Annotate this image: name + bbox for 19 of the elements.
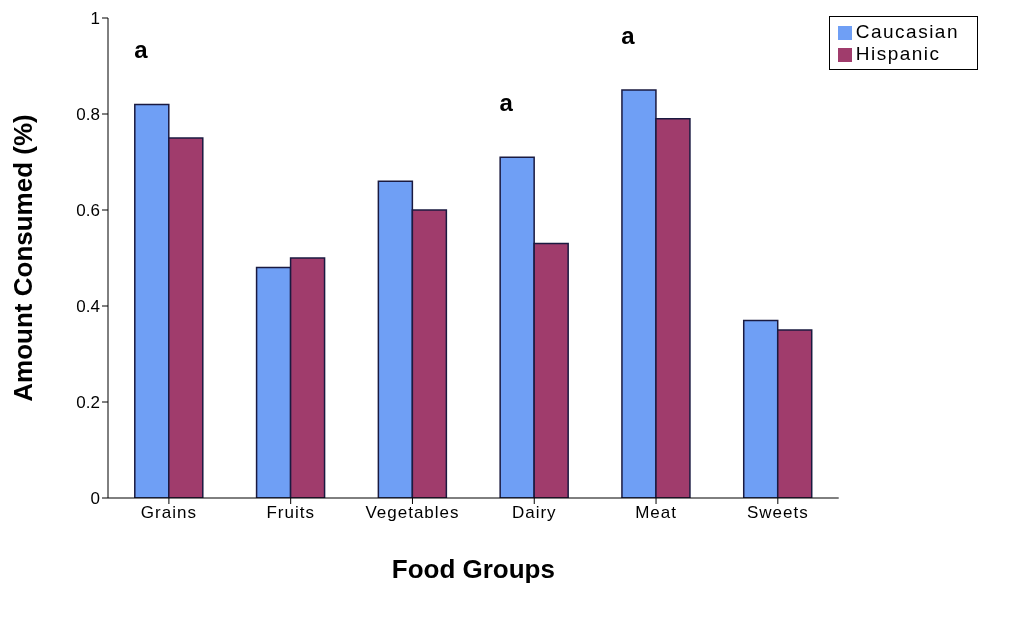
x-axis-title: Food Groups bbox=[391, 554, 555, 584]
x-tick-label: Meat bbox=[635, 503, 677, 523]
y-tick-label: 0.6 bbox=[76, 201, 100, 221]
x-tick-label: Grains bbox=[140, 503, 197, 523]
y-tick-label: 1 bbox=[90, 9, 100, 29]
x-tick-label: Fruits bbox=[266, 503, 315, 523]
annotation: a bbox=[499, 88, 514, 116]
y-tick-label: 0.2 bbox=[76, 393, 100, 413]
annotation: a bbox=[134, 35, 149, 63]
y-tick-label: 0 bbox=[90, 489, 100, 509]
y-tick-label: 0.8 bbox=[76, 105, 100, 125]
x-tick-label: Dairy bbox=[511, 503, 557, 523]
legend-label: Caucasian bbox=[855, 21, 959, 42]
x-tick-label: Sweets bbox=[746, 503, 809, 523]
legend-label: Hispanic bbox=[855, 43, 941, 64]
y-axis-title: Amount Consumed (%) bbox=[8, 114, 39, 402]
y-tick-label: 0.4 bbox=[76, 297, 100, 317]
annotation: a bbox=[621, 21, 636, 49]
x-tick-label: Vegetables bbox=[365, 503, 460, 523]
